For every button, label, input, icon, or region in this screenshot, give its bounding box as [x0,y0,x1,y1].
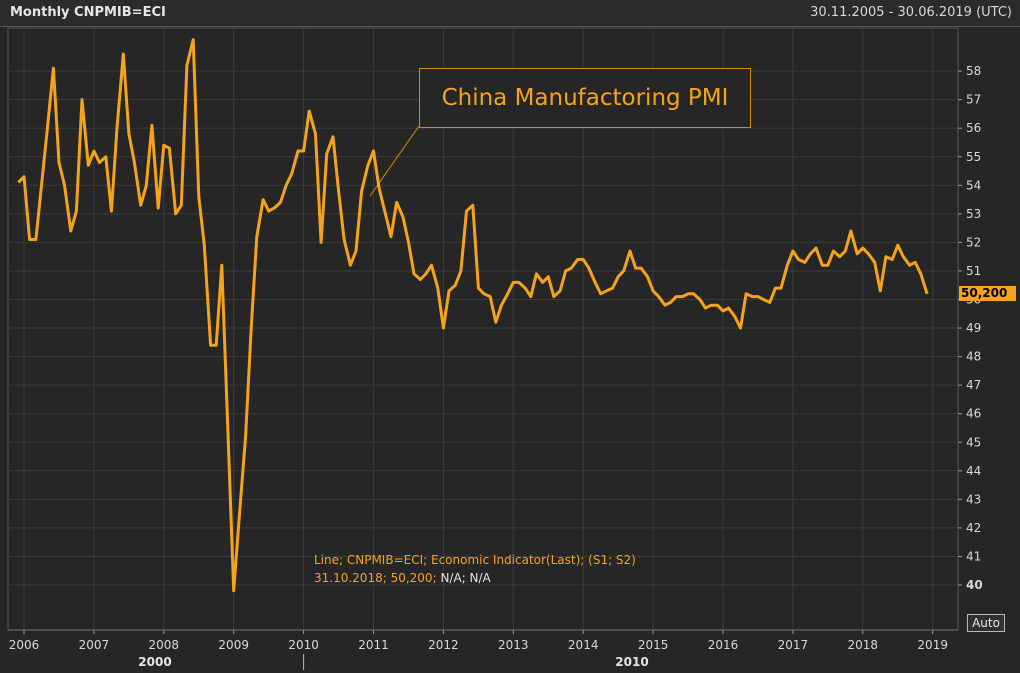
chart-axes: 4041424344454647484950515253545556575820… [8,64,983,670]
y-tick-label: 56 [966,121,981,135]
y-tick-label: 52 [966,235,981,249]
x-tick-label: 2010 [288,638,319,652]
y-tick-label: 58 [966,64,981,78]
y-tick-label: 46 [966,407,981,421]
x-decade-label: 2010 [615,655,648,669]
y-tick-label: 47 [966,378,981,392]
chart-header: Monthly CNPMIB=ECI 30.11.2005 - 30.06.20… [0,0,1020,27]
series-line-cnpmib[interactable] [17,38,929,593]
series-info-na: N/A; N/A [440,571,491,585]
last-value-label: 50,200 [959,286,1016,301]
series-info-date: 31.10.2018; [314,571,387,585]
x-tick-label: 2012 [428,638,459,652]
auto-scale-button[interactable]: Auto [967,614,1005,632]
series-info-value: 50,200; [390,571,437,585]
x-tick-label: 2007 [79,638,110,652]
chart-annotation-box: China Manufactoring PMI [419,68,751,128]
y-tick-label: 40 [966,578,983,592]
x-tick-label: 2008 [149,638,180,652]
chart-instrument-title: Monthly CNPMIB=ECI [10,5,166,20]
x-tick-label: 2015 [638,638,669,652]
x-tick-label: 2019 [917,638,948,652]
y-tick-label: 42 [966,521,981,535]
y-tick-label: 51 [966,264,981,278]
series-info-legend: Line; CNPMIB=ECI; Economic Indicator(Las… [314,551,636,587]
y-tick-label: 48 [966,350,981,364]
x-tick-label: 2016 [708,638,739,652]
x-tick-label: 2013 [498,638,529,652]
x-decade-label: 2000 [138,655,171,669]
x-tick-label: 2018 [848,638,879,652]
y-tick-label: 54 [966,178,981,192]
chart-grid [7,27,959,631]
series-info-line1: Line; CNPMIB=ECI; Economic Indicator(Las… [314,553,636,567]
y-tick-label: 49 [966,321,981,335]
x-tick-label: 2006 [9,638,40,652]
x-tick-label: 2009 [218,638,249,652]
x-tick-label: 2017 [778,638,809,652]
y-tick-label: 53 [966,207,981,221]
y-tick-label: 55 [966,150,981,164]
y-tick-label: 43 [966,492,981,506]
y-tick-label: 41 [966,549,981,563]
y-tick-label: 45 [966,435,981,449]
y-tick-label: 44 [966,464,981,478]
x-tick-label: 2014 [568,638,599,652]
x-tick-label: 2011 [358,638,389,652]
date-range-label: 30.11.2005 - 30.06.2019 (UTC) [810,5,1012,20]
y-tick-label: 57 [966,93,981,107]
series-info-line2: 31.10.2018; 50,200; N/A; N/A [314,569,636,587]
